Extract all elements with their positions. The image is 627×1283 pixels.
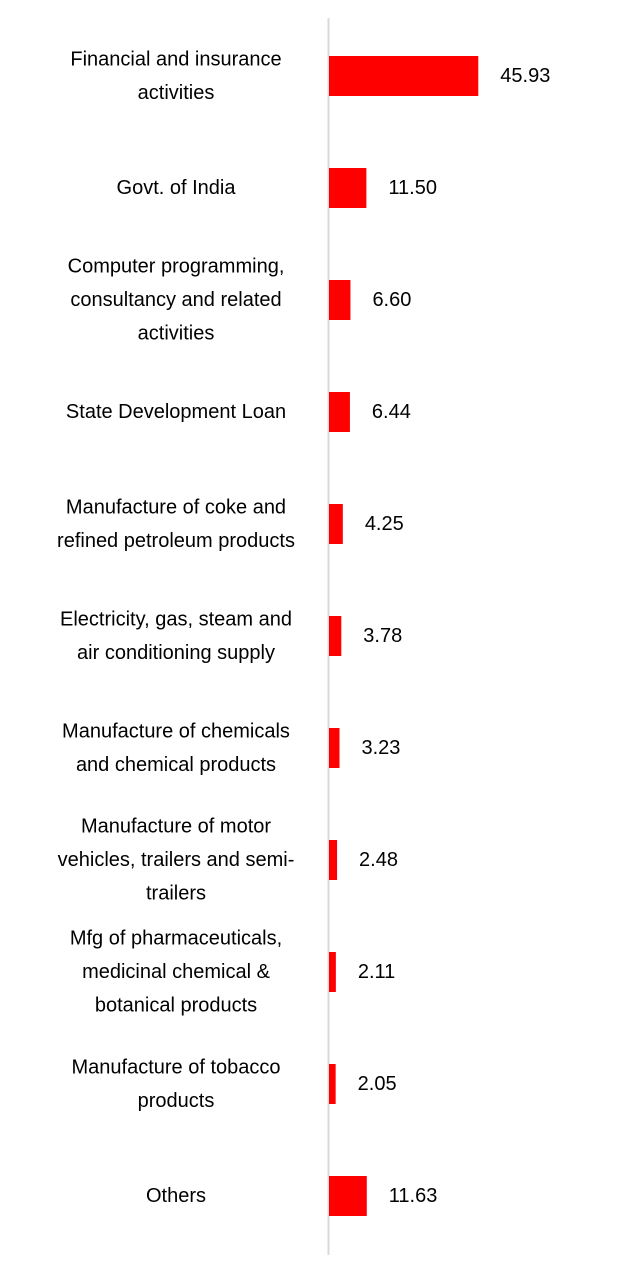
category-label-2-line-0: Computer programming, (68, 256, 285, 278)
category-label-4-line-0: Manufacture of coke and (66, 496, 286, 518)
value-label-5: 3.78 (363, 625, 402, 647)
category-labels-group: Financial and insurance activities Govt. o… (57, 48, 295, 1207)
category-label-8-line-1: medicinal chemical & (82, 961, 271, 983)
value-label-1: 11.50 (388, 177, 437, 199)
bar-9 (329, 1064, 336, 1104)
category-label-8-line-0: Mfg of pharmaceuticals, (70, 928, 282, 950)
value-label-4: 4.25 (365, 513, 404, 535)
category-label-9-line-1: products (138, 1090, 215, 1112)
category-label-0-line-1: activities (138, 82, 215, 104)
value-label-3: 6.44 (372, 401, 411, 423)
bar-0 (329, 56, 479, 96)
category-label-8-line-2: botanical products (95, 995, 257, 1017)
bar-8 (329, 952, 336, 992)
category-label-7-line-0: Manufacture of motor (81, 816, 271, 838)
value-label-9: 2.05 (358, 1073, 397, 1095)
bars-group (329, 56, 479, 1216)
bar-4 (329, 504, 343, 544)
category-label-6-line-1: and chemical products (76, 754, 276, 776)
category-label-2-line-2: activities (138, 323, 215, 345)
category-label-1-line-0: Govt. of India (117, 177, 237, 199)
bar-6 (329, 728, 340, 768)
value-label-8: 2.11 (358, 961, 395, 983)
category-label-3-line-0: State Development Loan (66, 401, 286, 423)
value-label-10: 11.63 (389, 1185, 438, 1207)
bar-5 (329, 616, 342, 656)
value-label-2: 6.60 (372, 289, 411, 311)
category-label-7-line-2: trailers (146, 883, 206, 905)
category-label-2-line-1: consultancy and related (70, 289, 281, 311)
category-label-4-line-1: refined petroleum products (57, 530, 295, 552)
value-labels-group: 45.93 11.50 6.60 6.44 4.25 3.78 3.23 2.48 2.11 2.… (358, 65, 551, 1207)
bar-10 (329, 1176, 367, 1216)
value-label-7: 2.48 (359, 849, 398, 871)
category-label-5-line-1: air conditioning supply (77, 642, 275, 664)
value-label-0: 45.93 (500, 65, 550, 87)
bar-2 (329, 280, 351, 320)
category-label-7-line-1: vehicles, trailers and semi- (58, 849, 295, 871)
category-label-6-line-0: Manufacture of chemicals (62, 720, 290, 742)
category-label-9-line-0: Manufacture of tobacco (71, 1056, 280, 1078)
value-label-6: 3.23 (361, 737, 400, 759)
bar-1 (329, 168, 367, 208)
category-label-5-line-0: Electricity, gas, steam and (60, 608, 292, 630)
category-label-0-line-0: Financial and insurance (70, 48, 281, 70)
bar-3 (329, 392, 350, 432)
category-label-10-line-0: Others (146, 1185, 206, 1207)
bar-7 (329, 840, 338, 880)
